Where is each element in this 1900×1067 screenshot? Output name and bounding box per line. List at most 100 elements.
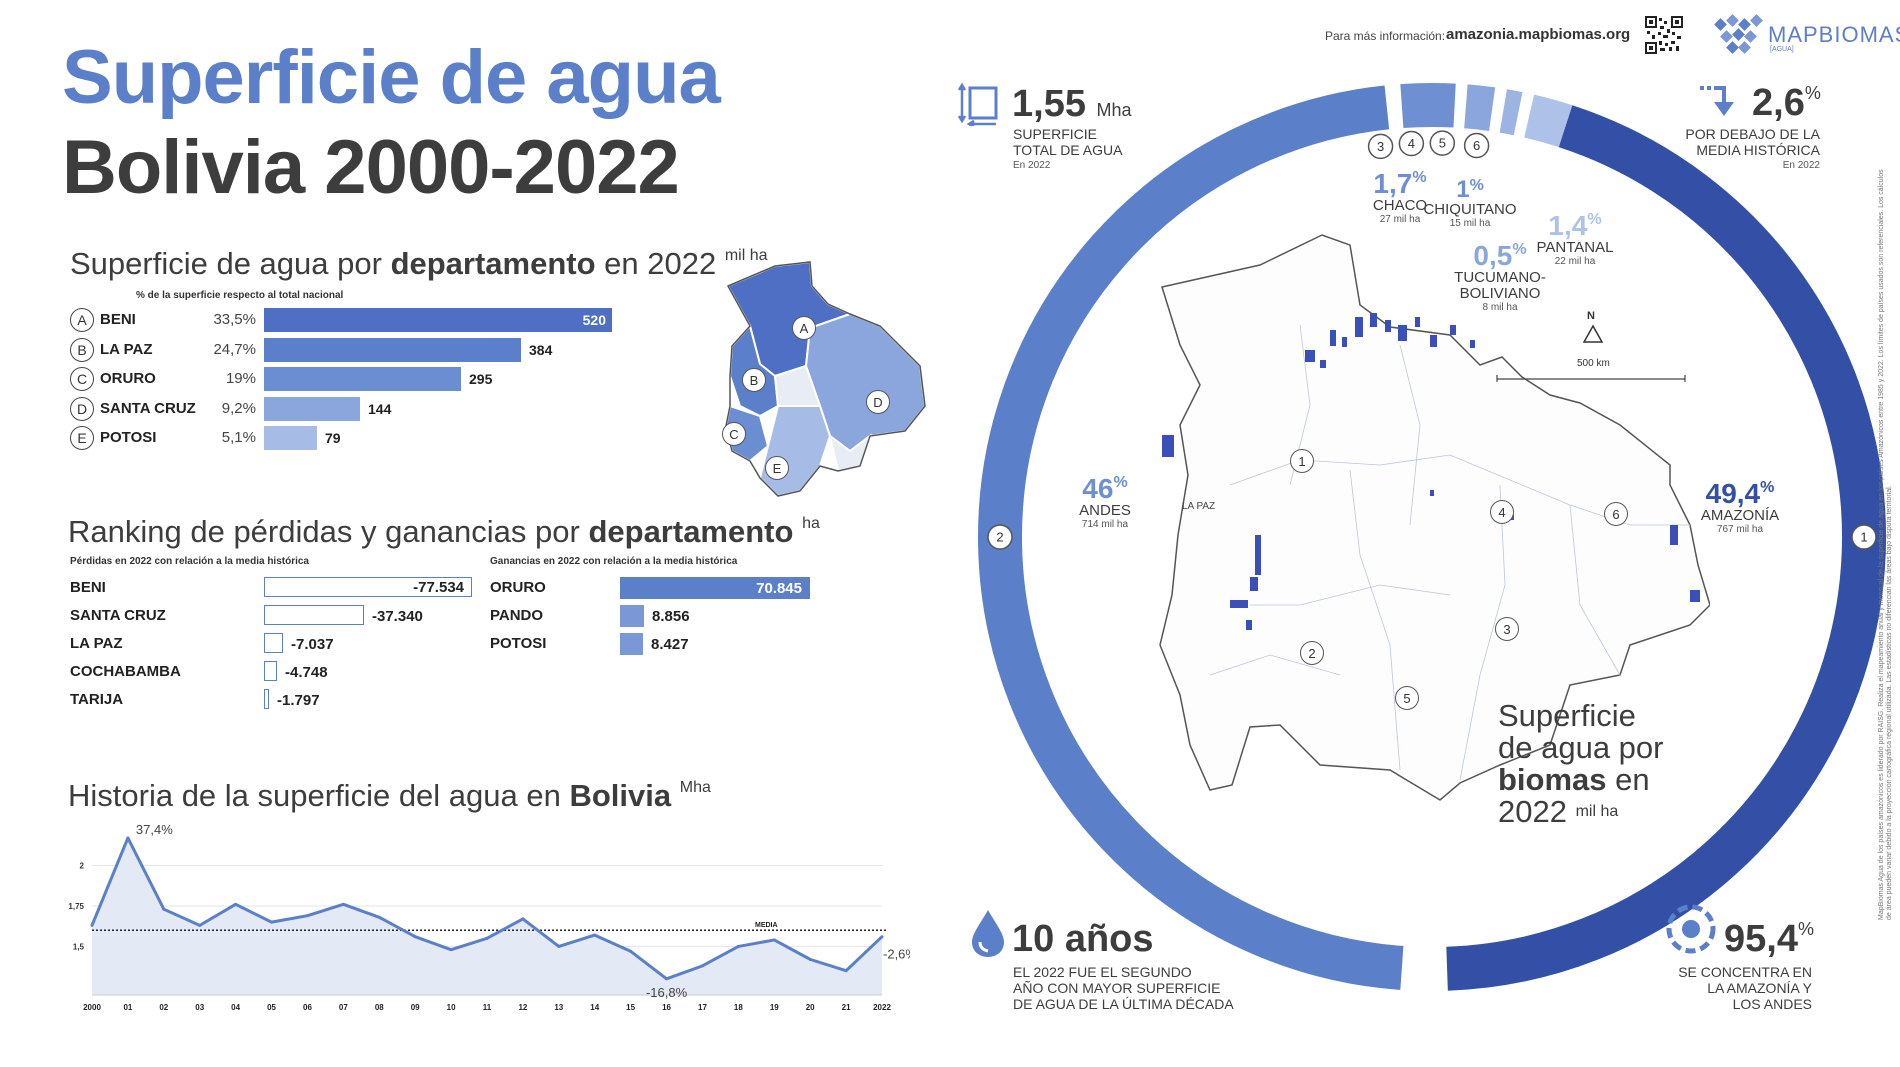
map-label-d: D — [866, 390, 890, 414]
loss-bar — [264, 633, 283, 653]
dept-row: C ORURO 19% 295 — [70, 366, 710, 392]
map-label-a: A — [792, 316, 816, 340]
map-biome-2: 2 — [1300, 641, 1324, 665]
dept-bar-label: 79 — [325, 430, 341, 446]
stat-total-label: SUPERFICIE TOTAL DE AGUA En 2022 — [1013, 126, 1123, 171]
data-point — [808, 957, 812, 961]
mapbiomas-logo: MAPBIOMAS [AGUA] — [1712, 12, 1900, 56]
loss-dept-name: TARIJA — [70, 691, 124, 708]
stat-concentra-value: 95,4% — [1724, 918, 1814, 960]
gain-dept-name: ORURO — [490, 579, 546, 596]
data-point — [449, 948, 453, 952]
scale-label: 500 km — [1577, 358, 1610, 369]
biomes-donut: 1 2 3 4 5 6 — [978, 83, 1886, 991]
info-url-link[interactable]: amazonia.mapbiomas.org — [1446, 26, 1631, 43]
dept-letter-badge: A — [70, 308, 94, 332]
side-note-wrapper: MapBiomas Agua de los países amazónicos … — [1878, 160, 1893, 920]
ranking-loss-note: Pérdidas en 2022 con relación a la media… — [70, 556, 309, 567]
map-biome-4: 4 — [1490, 500, 1514, 524]
dept-bar-label: 520 — [582, 312, 606, 328]
data-point — [162, 907, 166, 911]
x-tick-label: 01 — [123, 1003, 132, 1012]
dept-bar-label: 295 — [469, 371, 493, 387]
departments-title: Superficie de agua por departamento en 2… — [70, 246, 768, 281]
data-point — [413, 935, 417, 939]
history-title: Historia de la superficie del agua en Bo… — [68, 778, 711, 813]
gain-dept-name: POTOSI — [490, 635, 547, 652]
x-tick-label: 13 — [554, 1003, 563, 1012]
stat-concentra-label: SE CONCENTRA EN LA AMAZONÍA Y LOS ANDES — [1678, 964, 1812, 1012]
data-point — [880, 935, 884, 939]
info-prefix: Para más información: — [1325, 29, 1446, 43]
data-point — [90, 923, 94, 927]
donut-badge — [1367, 133, 1394, 160]
dept-row: A BENI 33,5% 520 — [70, 307, 710, 333]
departments-map: A B C D E — [720, 256, 990, 501]
map-biome-1: 1 — [1290, 449, 1314, 473]
qr-code-icon[interactable] — [1645, 16, 1683, 54]
x-tick-label: 18 — [734, 1003, 743, 1012]
gain-bar — [620, 577, 810, 599]
x-tick-label: 06 — [303, 1003, 312, 1012]
dept-bar — [264, 426, 317, 450]
donut-badge — [1463, 132, 1490, 159]
y-tick-label: 2 — [80, 861, 85, 870]
biome-label-pantanal: 1,4% PANTANAL 22 mil ha — [1536, 210, 1614, 268]
page-title-line1: Superficie de agua — [62, 35, 721, 120]
mapbiomas-logo-icon — [1714, 14, 1763, 54]
gain-bar — [620, 605, 644, 627]
loss-value: -7.037 — [291, 636, 334, 653]
loss-dept-name: BENI — [70, 579, 106, 596]
loss-value: -4.748 — [285, 664, 328, 681]
donut-badge-num: 3 — [1377, 139, 1384, 154]
data-point — [521, 917, 525, 921]
map-biome-6: 6 — [1604, 502, 1628, 526]
donut-badge-num: 5 — [1439, 136, 1446, 151]
history-chart-svg: 1,5 1,75 2 MEDIA 2000 01 02 03 04 05 06 07 08 09 10 11 1… — [68, 822, 917, 1012]
loss-row: TARIJA -1.797 — [70, 688, 480, 712]
map-label-e: E — [765, 456, 789, 480]
x-tick-label: 12 — [518, 1003, 527, 1012]
x-tick-label: 2000 — [83, 1003, 101, 1012]
city-label-la-paz: LA PAZ — [1182, 501, 1216, 512]
loss-value: -1.797 — [277, 692, 320, 709]
x-tick-label: 04 — [231, 1003, 240, 1012]
loss-value: -37.340 — [372, 608, 423, 625]
loss-bar — [264, 661, 277, 681]
donut-segment — [1524, 94, 1573, 148]
data-point — [485, 936, 489, 940]
scale-bar — [1496, 370, 1686, 382]
data-point — [305, 914, 309, 918]
dept-letter-badge: E — [70, 426, 94, 450]
x-tick-label: 19 — [770, 1003, 779, 1012]
loss-row: BENI -77.534 — [70, 576, 480, 600]
x-tick-label: 20 — [806, 1003, 815, 1012]
dept-pct: 33,5% — [213, 311, 256, 328]
gain-value: 8.427 — [651, 636, 689, 653]
biome-label-chaco: 1,7% CHACO 27 mil ha — [1372, 168, 1428, 226]
x-tick-label: 15 — [626, 1003, 635, 1012]
target-icon — [1665, 903, 1717, 960]
x-tick-label: 08 — [375, 1003, 384, 1012]
gain-row: ORURO 70.845 — [490, 576, 820, 600]
donut-segment — [1446, 105, 1886, 991]
map-biome-3: 3 — [1495, 617, 1519, 641]
dept-row: B LA PAZ 24,7% 384 — [70, 337, 710, 363]
dept-name: BENI — [100, 311, 136, 328]
loss-row: COCHABAMBA -4.748 — [70, 660, 480, 684]
north-arrow-icon — [1582, 324, 1604, 349]
dept-pct: 5,1% — [221, 429, 256, 446]
data-point — [234, 902, 238, 906]
side-note: MapBiomas Agua de los países amazónicos … — [1878, 169, 1893, 920]
loss-bar — [264, 605, 364, 625]
gain-bar — [620, 633, 643, 655]
y-tick-label: 1,5 — [73, 942, 85, 951]
loss-row: LA PAZ -7.037 — [70, 632, 480, 656]
ranking-gain-note: Ganancias en 2022 con relación a la medi… — [490, 556, 738, 567]
dept-row: E POTOSI 5,1% 79 — [70, 425, 710, 451]
loss-row: SANTA CRUZ -37.340 — [70, 604, 480, 628]
data-point — [341, 902, 345, 906]
loss-bar — [264, 689, 269, 709]
donut-segment — [1464, 84, 1496, 132]
donut-badge-num: 1 — [1860, 530, 1867, 545]
